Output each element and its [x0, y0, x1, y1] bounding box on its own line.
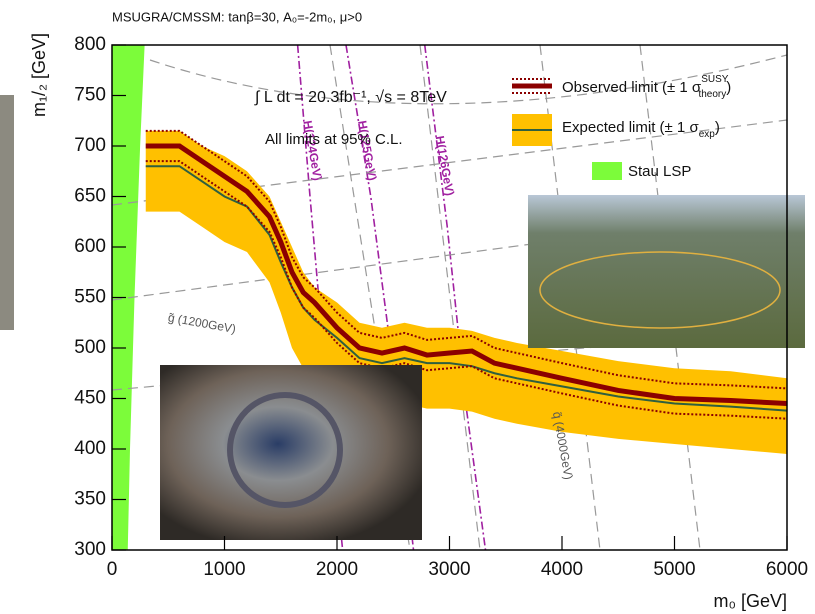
legend-text: Observed limit (± 1 σ	[562, 79, 702, 96]
curves	[145, 129, 788, 455]
contour	[419, 44, 481, 551]
y-tick-label: 600	[74, 236, 106, 257]
x-tick-label: 1000	[203, 559, 245, 580]
legend-label: Stau LSP	[628, 163, 691, 180]
x-tick-label: 3000	[428, 559, 470, 580]
contour	[639, 44, 701, 551]
y-tick-label: 500	[74, 337, 106, 358]
legend-sub: exp	[699, 129, 716, 140]
x-tick-label: 6000	[766, 559, 808, 580]
legend-sup: SUSY	[701, 74, 729, 85]
atlas-photo	[160, 365, 422, 540]
x-tick-label: 2000	[316, 559, 358, 580]
legend-sub: theory	[698, 89, 726, 100]
y-tick-label: 750	[74, 85, 106, 106]
observed-line	[145, 143, 788, 407]
expected-band	[145, 130, 787, 455]
y-tick-label: 350	[74, 489, 106, 510]
legend: Observed limit (± 1 σSUSY theory)Expected…	[512, 74, 731, 180]
expected-line	[145, 165, 788, 412]
higgs-label: H(124GeV)	[300, 120, 324, 182]
y-tick-label: 550	[74, 287, 106, 308]
edge-photo	[0, 95, 14, 330]
contour	[329, 44, 411, 551]
legend-text: )	[726, 79, 731, 96]
gluino-label: g̃ (1200GeV)	[167, 310, 237, 336]
contour	[149, 54, 788, 105]
x-axis-label: m₀ [GeV]	[714, 591, 788, 611]
legend-text: )	[715, 119, 720, 136]
x-tick-label: 4000	[541, 559, 583, 580]
y-tick-label: 700	[74, 135, 106, 156]
y-axis-label: m₁/₂ [GeV]	[29, 33, 49, 117]
legend-text: Expected limit (± 1 σ	[562, 119, 699, 136]
y-tick-label: 400	[74, 438, 106, 459]
legend-label: Observed limit (± 1 σSUSY theory)	[562, 74, 731, 100]
higgs-contour	[423, 44, 487, 551]
chart-title: MSUGRA/CMSSM: tanβ=30, A₀=-2m₀, μ>0	[112, 9, 362, 24]
lhc-aerial-photo	[528, 195, 805, 348]
y-tick-label: 450	[74, 388, 106, 409]
y-tick-label: 300	[74, 539, 106, 560]
legend-label: Expected limit (± 1 σexp)	[562, 119, 720, 140]
y-tick-label: 800	[74, 34, 106, 55]
x-tick-label: 5000	[653, 559, 695, 580]
y-tick-label: 650	[74, 186, 106, 207]
lumi-label: ∫ L dt = 20.3fb⁻¹, √s = 8TeV	[254, 89, 447, 106]
higgs-label: H(126GeV)	[433, 135, 457, 197]
x-tick-label: 0	[107, 559, 118, 580]
cl-label: All limits at 95% C.L.	[265, 131, 403, 148]
legend-swatch	[592, 162, 622, 180]
atlas-ring	[227, 392, 343, 508]
ring-outline	[539, 251, 781, 329]
